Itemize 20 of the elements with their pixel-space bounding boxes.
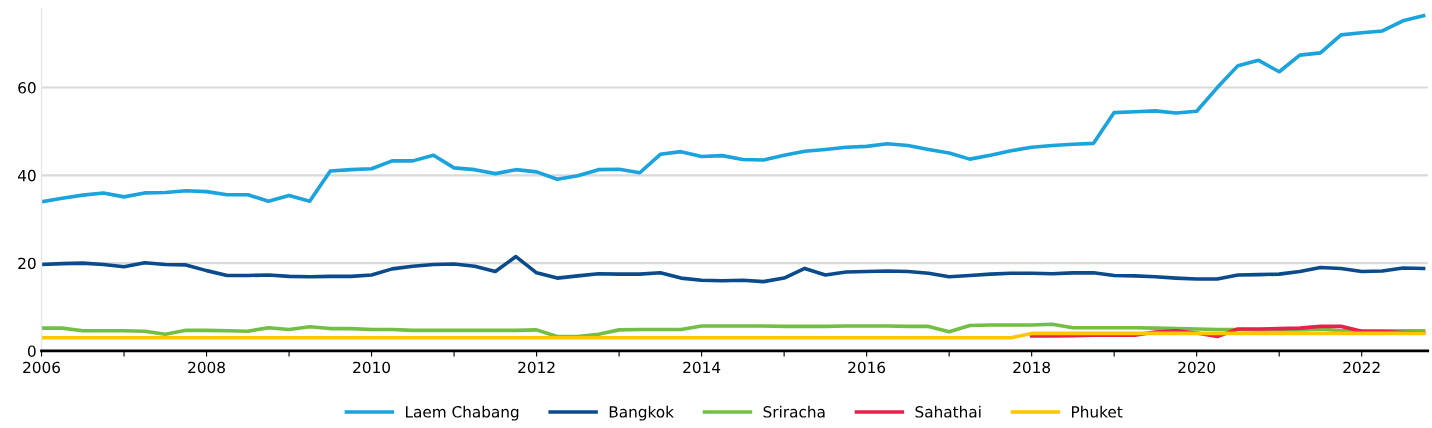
legend-label: Phuket — [1072, 405, 1123, 418]
legend-label: Sriracha — [763, 405, 825, 418]
legend-label: Laem Chabang — [406, 405, 519, 421]
y-tick-label: 0 — [27, 345, 36, 357]
y-tick-label: 60 — [18, 82, 36, 94]
x-tick-label: 2012 — [518, 361, 555, 374]
y-tick-label: 40 — [17, 169, 36, 182]
x-tick-label: 2014 — [683, 361, 721, 374]
x-tick-label: 2020 — [1178, 361, 1216, 374]
x-tick-label: 2016 — [848, 361, 886, 374]
line-series — [41, 254, 1426, 284]
legend-label: Bangkok — [609, 405, 674, 421]
x-tick-label: 2010 — [353, 361, 390, 374]
x-tick-label: 2006 — [23, 361, 61, 374]
x-tick-label: 2018 — [1013, 361, 1051, 374]
x-tick-label: 2022 — [1343, 361, 1380, 374]
y-tick-label: 20 — [18, 257, 36, 270]
x-tick-label: 2008 — [188, 361, 225, 374]
line-series — [41, 13, 1426, 204]
legend-label: Sahathai — [915, 405, 981, 418]
